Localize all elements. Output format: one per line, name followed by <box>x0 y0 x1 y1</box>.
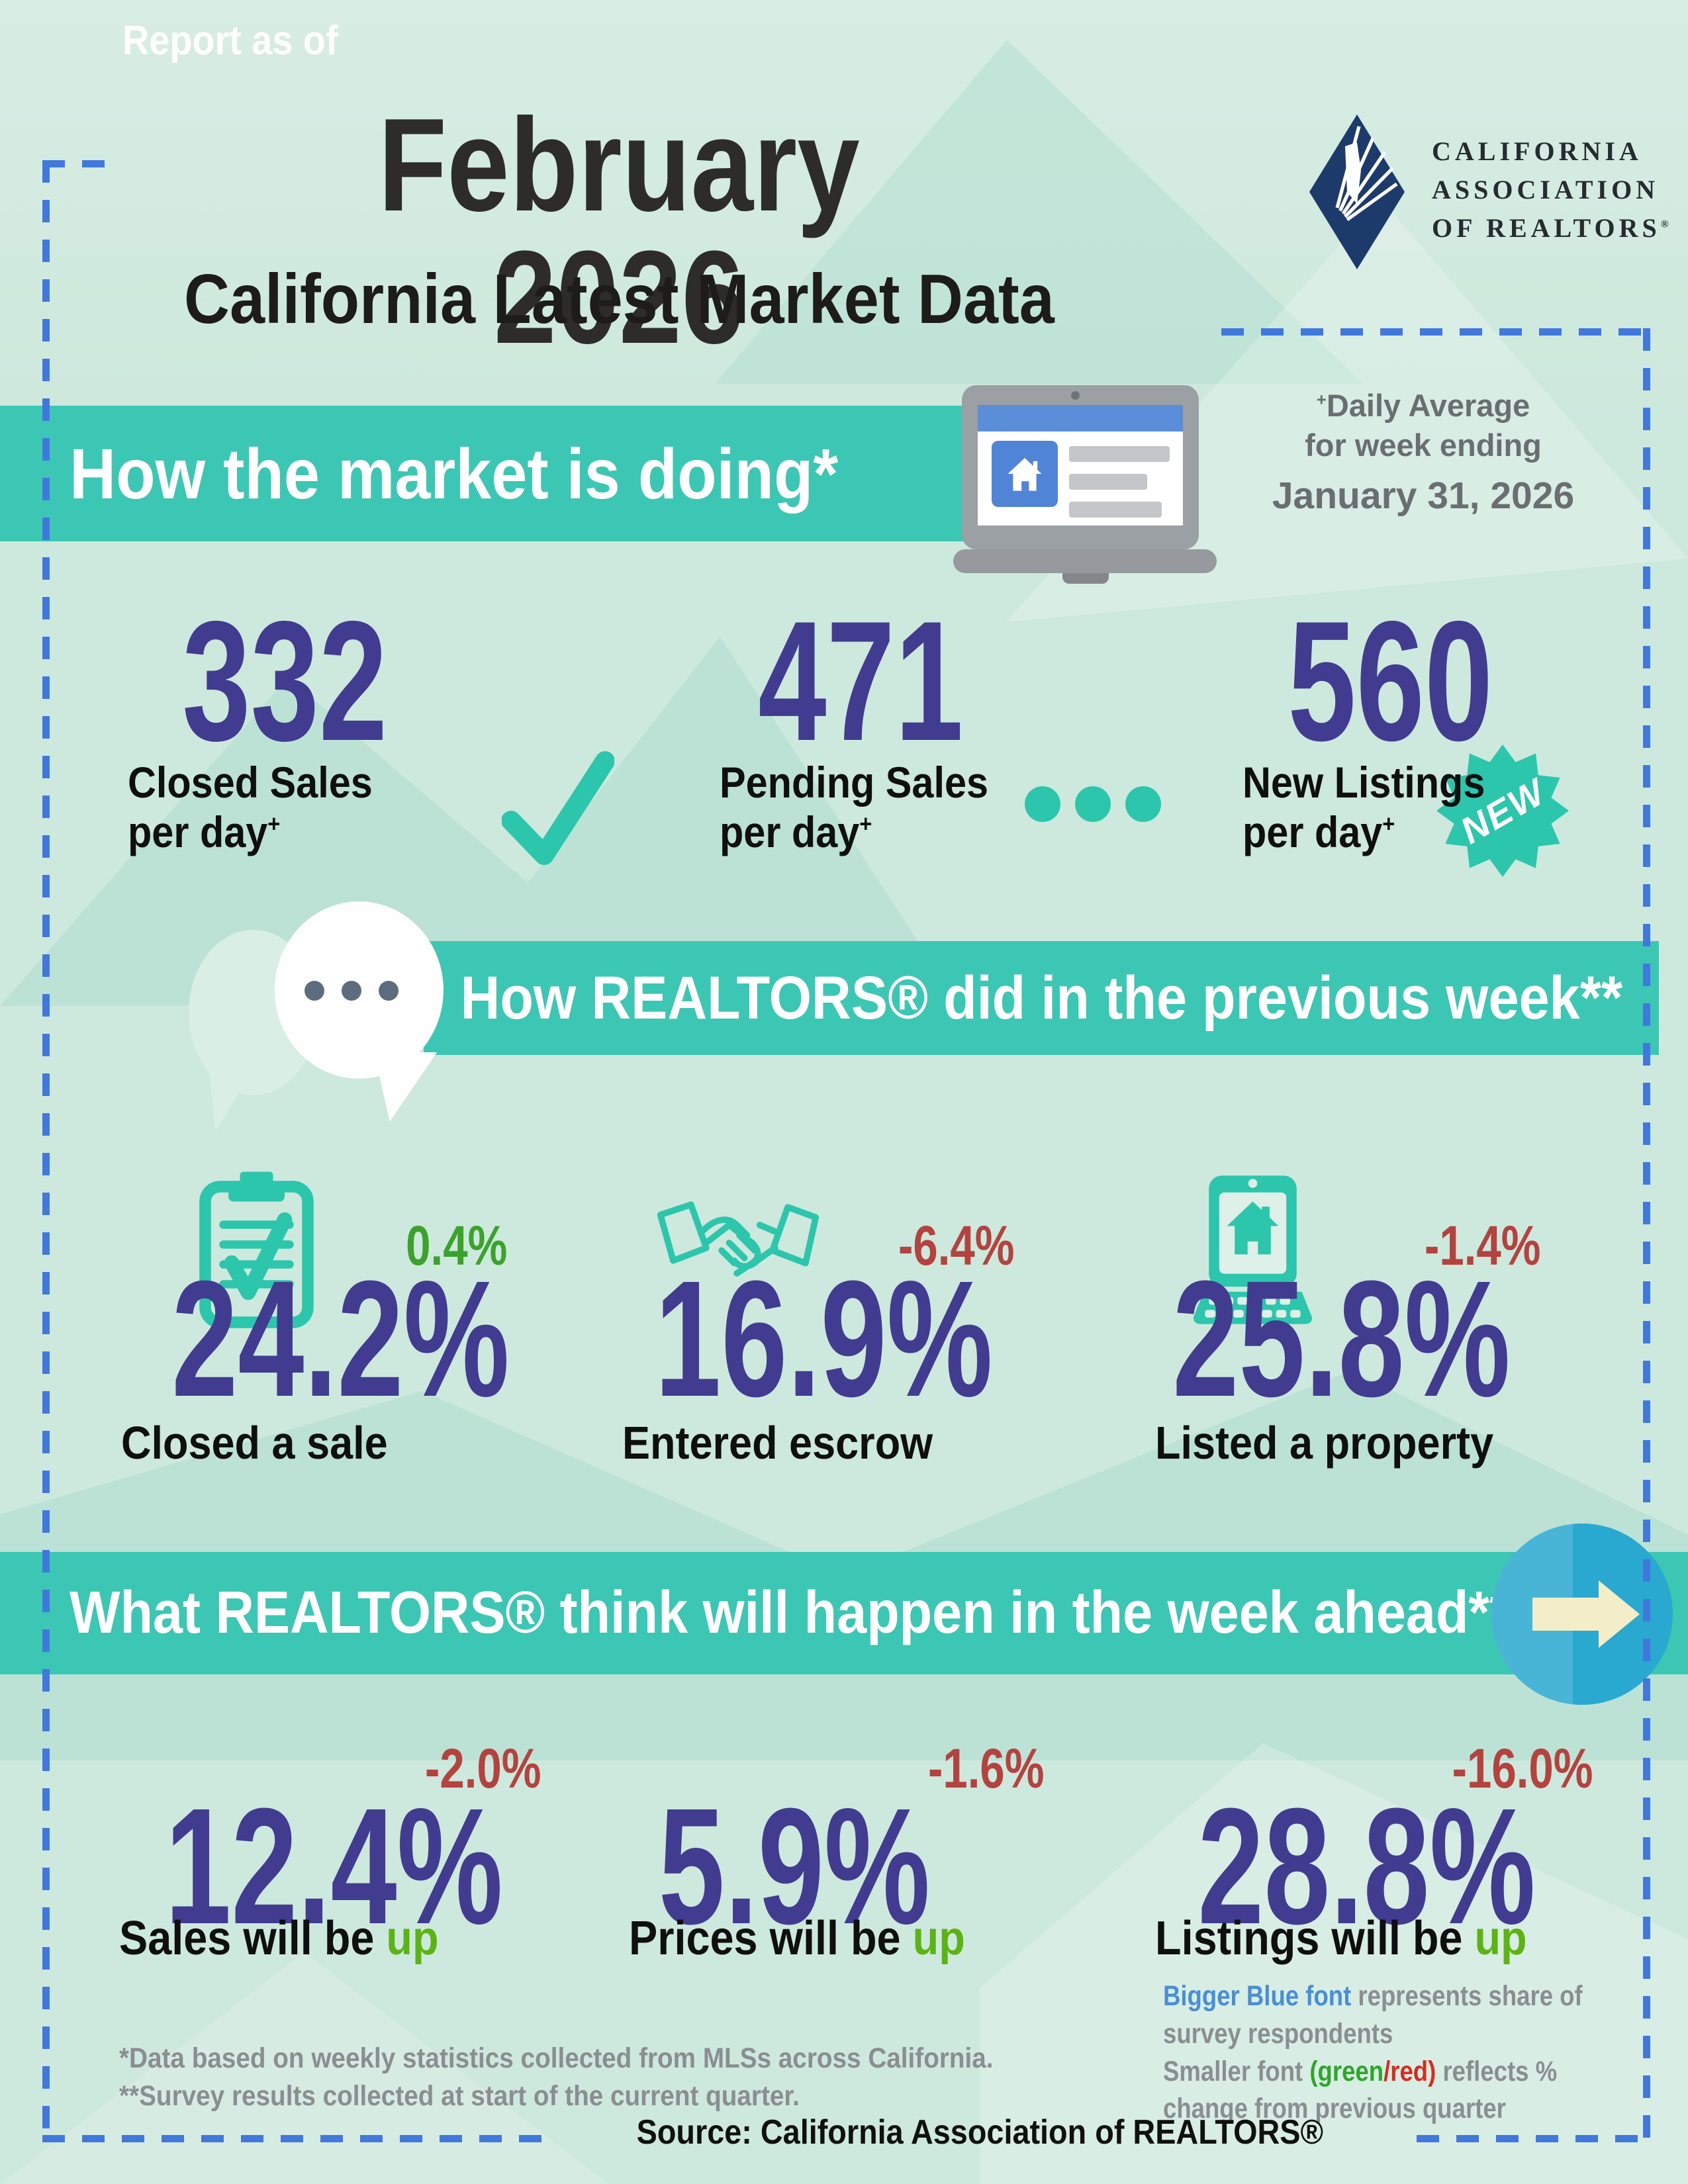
legend-green-text: (green <box>1309 2055 1384 2087</box>
car-logo-text: CALIFORNIA ASSOCIATION OF REALTORS® <box>1432 132 1673 248</box>
logo-line: ASSOCIATION <box>1432 175 1660 205</box>
arrow-right-icon <box>1532 1598 1599 1631</box>
legend-line-blue: Bigger Blue font represents share of sur… <box>1163 1980 1583 2050</box>
up-label: up <box>912 1912 965 1965</box>
arrow-circle-icon <box>1491 1524 1673 1705</box>
monitor-text-line <box>1069 474 1147 490</box>
speech-bubble-tail <box>374 1052 437 1122</box>
stat-value-pending-sales: 471 <box>758 585 963 776</box>
checkmark-icon <box>502 751 614 865</box>
logo-line: CALIFORNIA <box>1432 136 1642 166</box>
legend-red-text: red) <box>1390 2055 1436 2087</box>
daily-average-note: +Daily Average for week ending January 3… <box>1271 386 1575 520</box>
logo-line: OF REALTORS® <box>1432 213 1673 243</box>
stat-label-listings-up: Listings will be up <box>1155 1912 1527 1965</box>
stat-value-closed-sale: 24.2% <box>171 1246 510 1431</box>
realtors-banner: How REALTORS® did in the previous week** <box>424 941 1659 1055</box>
dot <box>1125 786 1161 822</box>
delta-prices-up: -1.6% <box>928 1737 1045 1799</box>
stat-value-closed-sales: 332 <box>182 585 387 776</box>
market-banner: How the market is doing* <box>0 406 1037 541</box>
border-bottom-left <box>42 2135 545 2142</box>
monitor-house-tile <box>992 441 1058 507</box>
stat-value-listed-property: 25.8% <box>1172 1246 1511 1431</box>
monitor-base <box>953 549 1217 573</box>
page-subtitle: California Latest Market Data <box>183 260 1055 338</box>
footnote-survey: **Survey results collected at start of t… <box>119 2079 800 2112</box>
border-top-left <box>42 160 122 167</box>
legend-blue-text: Bigger Blue font <box>1163 1980 1352 2012</box>
monitor-text-line <box>1069 446 1170 462</box>
stat-label-prices-up: Prices will be up <box>629 1912 965 1965</box>
house-icon <box>1008 458 1042 491</box>
legend-slash: / <box>1383 2055 1391 2087</box>
dot <box>379 981 399 1001</box>
speech-bubble-back-tail <box>209 1066 255 1132</box>
note-line: for week ending <box>1305 428 1542 463</box>
laptop-house-icon <box>1193 1175 1313 1324</box>
legend-line-colors: Smaller font (green/red) reflects % chan… <box>1163 2055 1558 2125</box>
dot <box>342 981 361 1001</box>
delta-sales-up: -2.0% <box>425 1737 541 1799</box>
up-label: up <box>1474 1912 1527 1965</box>
monitor-browser-bar <box>978 405 1183 432</box>
monitor-text-line <box>1069 502 1162 518</box>
arrow-head <box>1599 1580 1640 1648</box>
stat-label-closed-sale: Closed a sale <box>121 1417 388 1469</box>
monitor-camera-dot <box>1071 391 1080 400</box>
dot <box>1025 786 1060 822</box>
stat-value-new-listings: 560 <box>1288 585 1493 776</box>
starburst-icon <box>1436 745 1569 877</box>
stat-label-pending-sales: Pending Sales per day+ <box>720 758 989 857</box>
stat-value-entered-escrow: 16.9% <box>655 1246 993 1431</box>
handshake-icon <box>657 1201 820 1277</box>
stat-value-listings-up: 28.8% <box>1197 1774 1536 1958</box>
ellipsis-icon <box>1025 786 1161 822</box>
up-label: up <box>386 1912 439 1965</box>
border-left <box>42 160 50 2142</box>
stat-label-listed-property: Listed a property <box>1155 1417 1494 1469</box>
stat-label-entered-escrow: Entered escrow <box>622 1417 933 1469</box>
monitor-house-icon <box>953 383 1218 588</box>
ahead-banner: What REALTORS® think will happen in the … <box>0 1552 1688 1674</box>
footnote-mls: *Data based on weekly statistics collect… <box>119 2042 994 2074</box>
stat-label-new-listings: New Listings per day+ <box>1243 758 1485 857</box>
monitor-foot <box>1062 573 1109 584</box>
clipboard-icon <box>199 1171 314 1328</box>
stat-value-sales-up: 12.4% <box>165 1774 503 1958</box>
delta-listed-property: -1.4% <box>1425 1214 1541 1277</box>
report-as-of-label: Report as of <box>122 18 338 64</box>
source-line: Source: California Association of REALTO… <box>636 2113 1323 2152</box>
realtors-banner-title: How REALTORS® did in the previous week** <box>460 964 1622 1032</box>
dot <box>305 981 324 1001</box>
stat-label-sales-up: Sales will be up <box>119 1912 439 1965</box>
market-banner-title: How the market is doing* <box>70 433 839 514</box>
page-title: February 2026 <box>378 91 860 371</box>
stat-value-prices-up: 5.9% <box>658 1774 931 1958</box>
border-top-right <box>1221 328 1650 336</box>
dot <box>1075 786 1111 822</box>
border-right <box>1643 328 1650 2142</box>
car-logo-diamond-icon <box>1309 114 1405 269</box>
delta-closed-sale: 0.4% <box>406 1214 508 1277</box>
delta-entered-escrow: -6.4% <box>898 1214 1015 1277</box>
delta-listings-up: -16.0% <box>1452 1737 1593 1799</box>
new-badge: NEW <box>1436 745 1569 877</box>
note-line: +Daily Average <box>1316 388 1530 423</box>
stat-label-closed-sales: Closed Sales per day+ <box>128 758 373 857</box>
footnotes: *Data based on weekly statistics collect… <box>119 2040 1090 2115</box>
speech-bubble-dots-icon <box>305 981 399 1001</box>
border-bottom-right <box>1417 2135 1650 2142</box>
ahead-banner-title: What REALTORS® think will happen in the … <box>70 1580 1511 1646</box>
car-logo: CALIFORNIA ASSOCIATION OF REALTORS® <box>1307 113 1673 271</box>
week-ending-date: January 31, 2026 <box>1272 475 1575 518</box>
legend: Bigger Blue font represents share of sur… <box>1163 1978 1597 2128</box>
